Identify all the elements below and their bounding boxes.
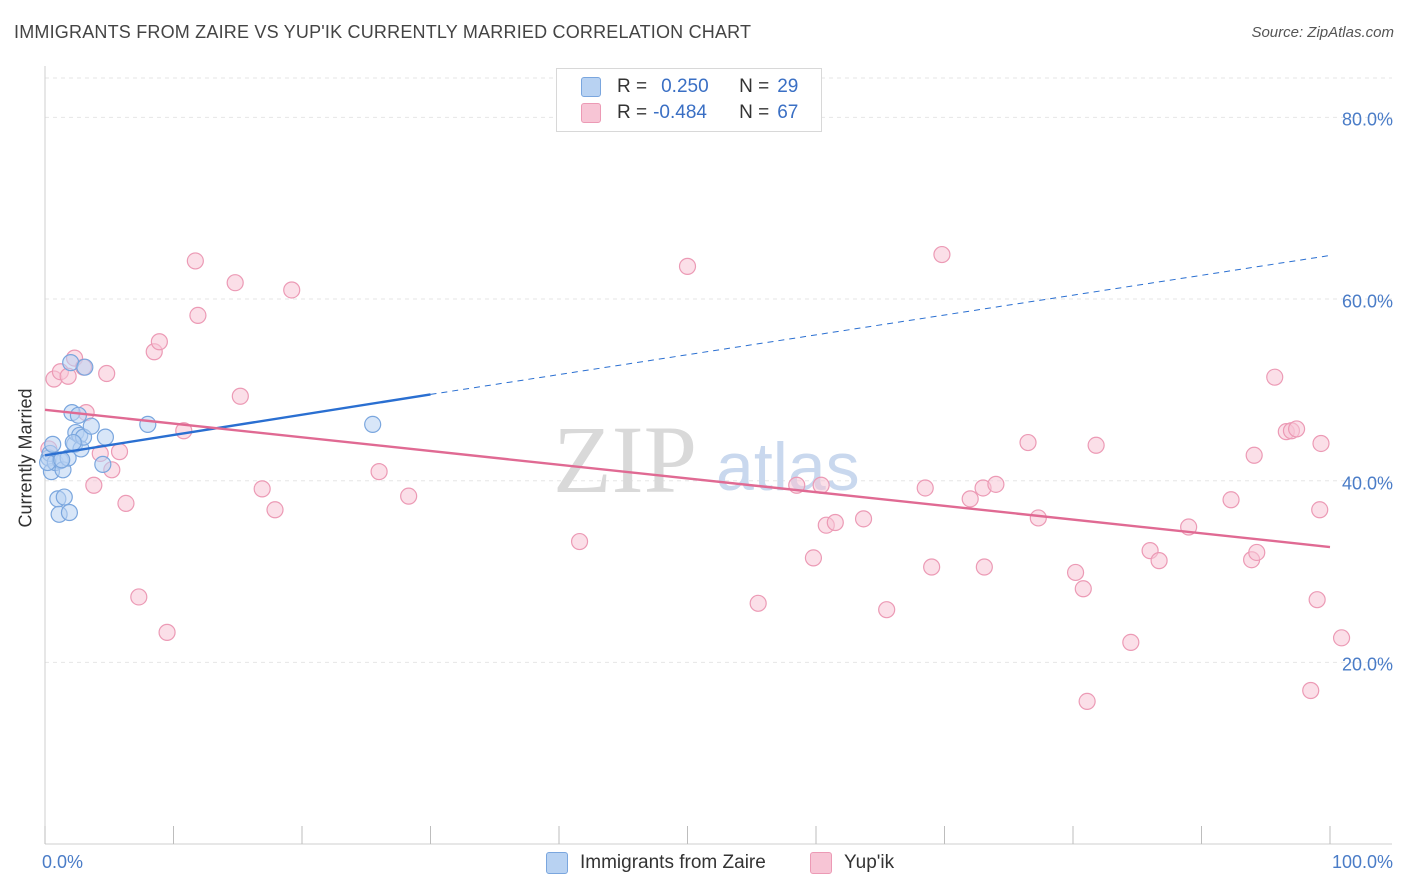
yupik-trend-line [44, 408, 1331, 549]
source-label: Source: ZipAtlas.com [1251, 24, 1394, 41]
zaire-trend-extension [430, 254, 1331, 395]
data-point [55, 488, 73, 506]
legend-swatch-blue [581, 77, 601, 97]
data-point [1222, 491, 1240, 509]
data-point [1308, 591, 1326, 609]
data-point [94, 455, 112, 473]
data-point [1074, 580, 1092, 598]
legend-row-yupik: R = -0.484 N = 67 [581, 101, 798, 125]
y-tick-label: 20.0% [1341, 654, 1393, 675]
legend-swatch-pink [581, 103, 601, 123]
data-point [1245, 446, 1263, 464]
data-point [878, 601, 896, 619]
data-point [150, 333, 168, 351]
data-point [987, 475, 1005, 493]
data-point [1150, 552, 1168, 570]
legend-r-label: R = [617, 76, 648, 97]
data-point [749, 594, 767, 612]
data-point [1122, 633, 1140, 651]
data-point [1312, 434, 1330, 453]
data-point [117, 494, 135, 513]
data-point [400, 487, 418, 505]
x-tick-max: 100.0% [1331, 852, 1393, 872]
data-point [812, 476, 830, 494]
data-point [570, 532, 589, 551]
watermark-atlas: atlas [716, 429, 860, 505]
data-point [678, 257, 697, 275]
correlation-legend: R = 0.250 N = 29 R = -0.484 N = 67 [556, 68, 822, 132]
watermark-zip: ZIP [553, 406, 697, 513]
data-point [1302, 681, 1320, 700]
chart-title: IMMIGRANTS FROM ZAIRE VS YUP'IK CURRENTL… [14, 22, 752, 42]
data-point [1019, 433, 1037, 452]
data-point [98, 364, 116, 383]
data-point [916, 479, 934, 497]
data-point [64, 433, 82, 452]
data-point [266, 501, 284, 519]
data-point [139, 415, 157, 433]
bottom-legend-swatch-blue [546, 852, 568, 874]
data-point [62, 354, 80, 372]
zaire-trend-line [44, 393, 431, 457]
data-point [158, 623, 176, 641]
y-tick-label: 40.0% [1341, 473, 1393, 494]
data-point [826, 513, 844, 532]
zaire-points [38, 354, 382, 523]
trend-lines [44, 254, 1331, 549]
grid-lines [45, 77, 1392, 663]
data-point [231, 387, 249, 405]
data-point [253, 480, 271, 498]
legend-n-label: N = [739, 76, 770, 97]
data-point [370, 463, 388, 481]
data-point [364, 415, 382, 433]
data-point [69, 406, 88, 424]
bottom-legend-zaire: Immigrants from Zaire [546, 852, 766, 874]
data-point [1332, 629, 1351, 647]
data-point [923, 558, 941, 576]
legend-row-zaire: R = 0.250 N = 29 [581, 75, 798, 99]
data-point [1266, 368, 1284, 386]
y-tick-label: 80.0% [1341, 109, 1393, 130]
data-point [85, 476, 103, 494]
data-point [60, 503, 79, 522]
bottom-legend-label: Immigrants from Zaire [580, 852, 766, 873]
watermark: ZIP atlas [553, 406, 860, 513]
legend-r-label: R = [617, 102, 648, 123]
data-point [1287, 420, 1306, 438]
legend-n-value: 67 [777, 102, 799, 123]
data-point [1066, 563, 1085, 582]
legend-n-label: N = [739, 102, 770, 123]
data-point [283, 281, 301, 299]
data-point [38, 453, 57, 472]
data-point [44, 435, 62, 453]
data-point [804, 549, 823, 567]
data-point [82, 417, 100, 435]
data-point [189, 306, 207, 325]
data-point [226, 274, 244, 292]
data-point [76, 358, 94, 376]
legend-r-value: -0.484 [653, 102, 707, 123]
data-point [110, 443, 129, 461]
data-point [975, 558, 993, 576]
data-point [961, 490, 979, 508]
data-point [186, 252, 204, 270]
data-point [1078, 692, 1096, 711]
legend-n-value: 29 [777, 76, 799, 97]
y-tick-label: 60.0% [1341, 291, 1393, 312]
data-point [1311, 501, 1329, 519]
bottom-legend-yupik: Yup'ik [810, 852, 894, 874]
x-tick-min: 0.0% [42, 852, 84, 872]
legend-r-value: 0.250 [661, 76, 709, 97]
data-point [1029, 509, 1047, 527]
bottom-legend-label: Yup'ik [844, 852, 895, 873]
data-point [1248, 543, 1266, 562]
data-point [933, 245, 951, 264]
data-point [1087, 436, 1105, 454]
data-point [130, 588, 148, 606]
data-point [96, 428, 114, 446]
bottom-legend-swatch-pink [810, 852, 832, 874]
data-point [854, 510, 873, 528]
